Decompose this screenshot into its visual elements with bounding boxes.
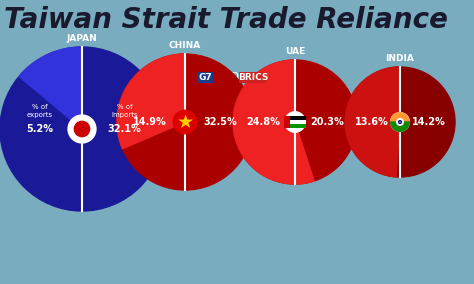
Wedge shape	[233, 60, 314, 184]
Text: BRICS: BRICS	[238, 72, 268, 82]
Text: 14.9%: 14.9%	[133, 117, 166, 127]
Wedge shape	[345, 67, 400, 177]
Text: % of
Imports: % of Imports	[111, 104, 138, 118]
Circle shape	[0, 47, 164, 211]
FancyBboxPatch shape	[284, 116, 306, 120]
Text: G7: G7	[198, 72, 212, 82]
FancyBboxPatch shape	[284, 124, 306, 128]
FancyBboxPatch shape	[284, 116, 290, 128]
Wedge shape	[19, 47, 82, 129]
Circle shape	[68, 115, 96, 143]
Text: CHINA: CHINA	[169, 41, 201, 50]
Text: INDIA: INDIA	[385, 54, 414, 63]
Text: 24.8%: 24.8%	[246, 117, 280, 127]
Circle shape	[397, 119, 403, 125]
Text: JAPAN: JAPAN	[67, 34, 97, 43]
FancyBboxPatch shape	[284, 120, 306, 124]
FancyBboxPatch shape	[197, 72, 213, 82]
Circle shape	[345, 67, 455, 177]
Circle shape	[173, 110, 197, 133]
Text: 32.5%: 32.5%	[203, 117, 237, 127]
Circle shape	[173, 110, 197, 133]
Text: 20.3%: 20.3%	[310, 117, 344, 127]
Text: 32.1%: 32.1%	[108, 124, 142, 134]
Circle shape	[284, 111, 306, 133]
Text: AND: AND	[213, 72, 242, 82]
Circle shape	[391, 113, 410, 131]
FancyBboxPatch shape	[239, 72, 267, 82]
Text: 14.2%: 14.2%	[412, 117, 446, 127]
Wedge shape	[391, 122, 410, 131]
Text: OF: OF	[182, 72, 200, 82]
Text: % of
exports: % of exports	[26, 104, 53, 118]
Circle shape	[117, 54, 253, 190]
Circle shape	[233, 60, 357, 184]
Text: UAE: UAE	[285, 47, 305, 56]
Text: COUNTRIES: COUNTRIES	[267, 72, 331, 82]
Text: Taiwan Strait Trade Reliance: Taiwan Strait Trade Reliance	[4, 6, 448, 34]
Text: ★: ★	[176, 112, 193, 131]
Circle shape	[74, 121, 90, 137]
Wedge shape	[391, 113, 410, 122]
Text: 5.2%: 5.2%	[26, 124, 53, 134]
Wedge shape	[117, 54, 185, 149]
Text: 13.6%: 13.6%	[355, 117, 388, 127]
